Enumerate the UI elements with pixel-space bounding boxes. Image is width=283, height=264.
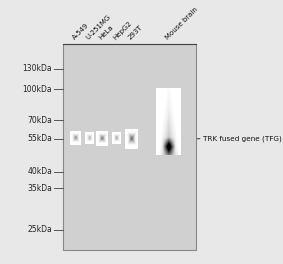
- Text: 25kDa: 25kDa: [27, 225, 52, 234]
- Text: 130kDa: 130kDa: [23, 64, 52, 73]
- FancyBboxPatch shape: [63, 44, 196, 250]
- Text: 55kDa: 55kDa: [27, 134, 52, 143]
- Text: Mouse brain: Mouse brain: [164, 6, 199, 41]
- Text: TRK fused gene (TFG): TRK fused gene (TFG): [197, 135, 281, 142]
- Text: 40kDa: 40kDa: [27, 167, 52, 176]
- Text: 293T: 293T: [127, 24, 143, 41]
- Text: A-549: A-549: [71, 22, 90, 41]
- Text: HepG2: HepG2: [112, 20, 133, 41]
- Text: 70kDa: 70kDa: [27, 116, 52, 125]
- Text: 100kDa: 100kDa: [23, 85, 52, 94]
- Text: 35kDa: 35kDa: [27, 184, 52, 193]
- Text: U-251MG: U-251MG: [85, 14, 112, 41]
- Text: HeLa: HeLa: [98, 24, 115, 41]
